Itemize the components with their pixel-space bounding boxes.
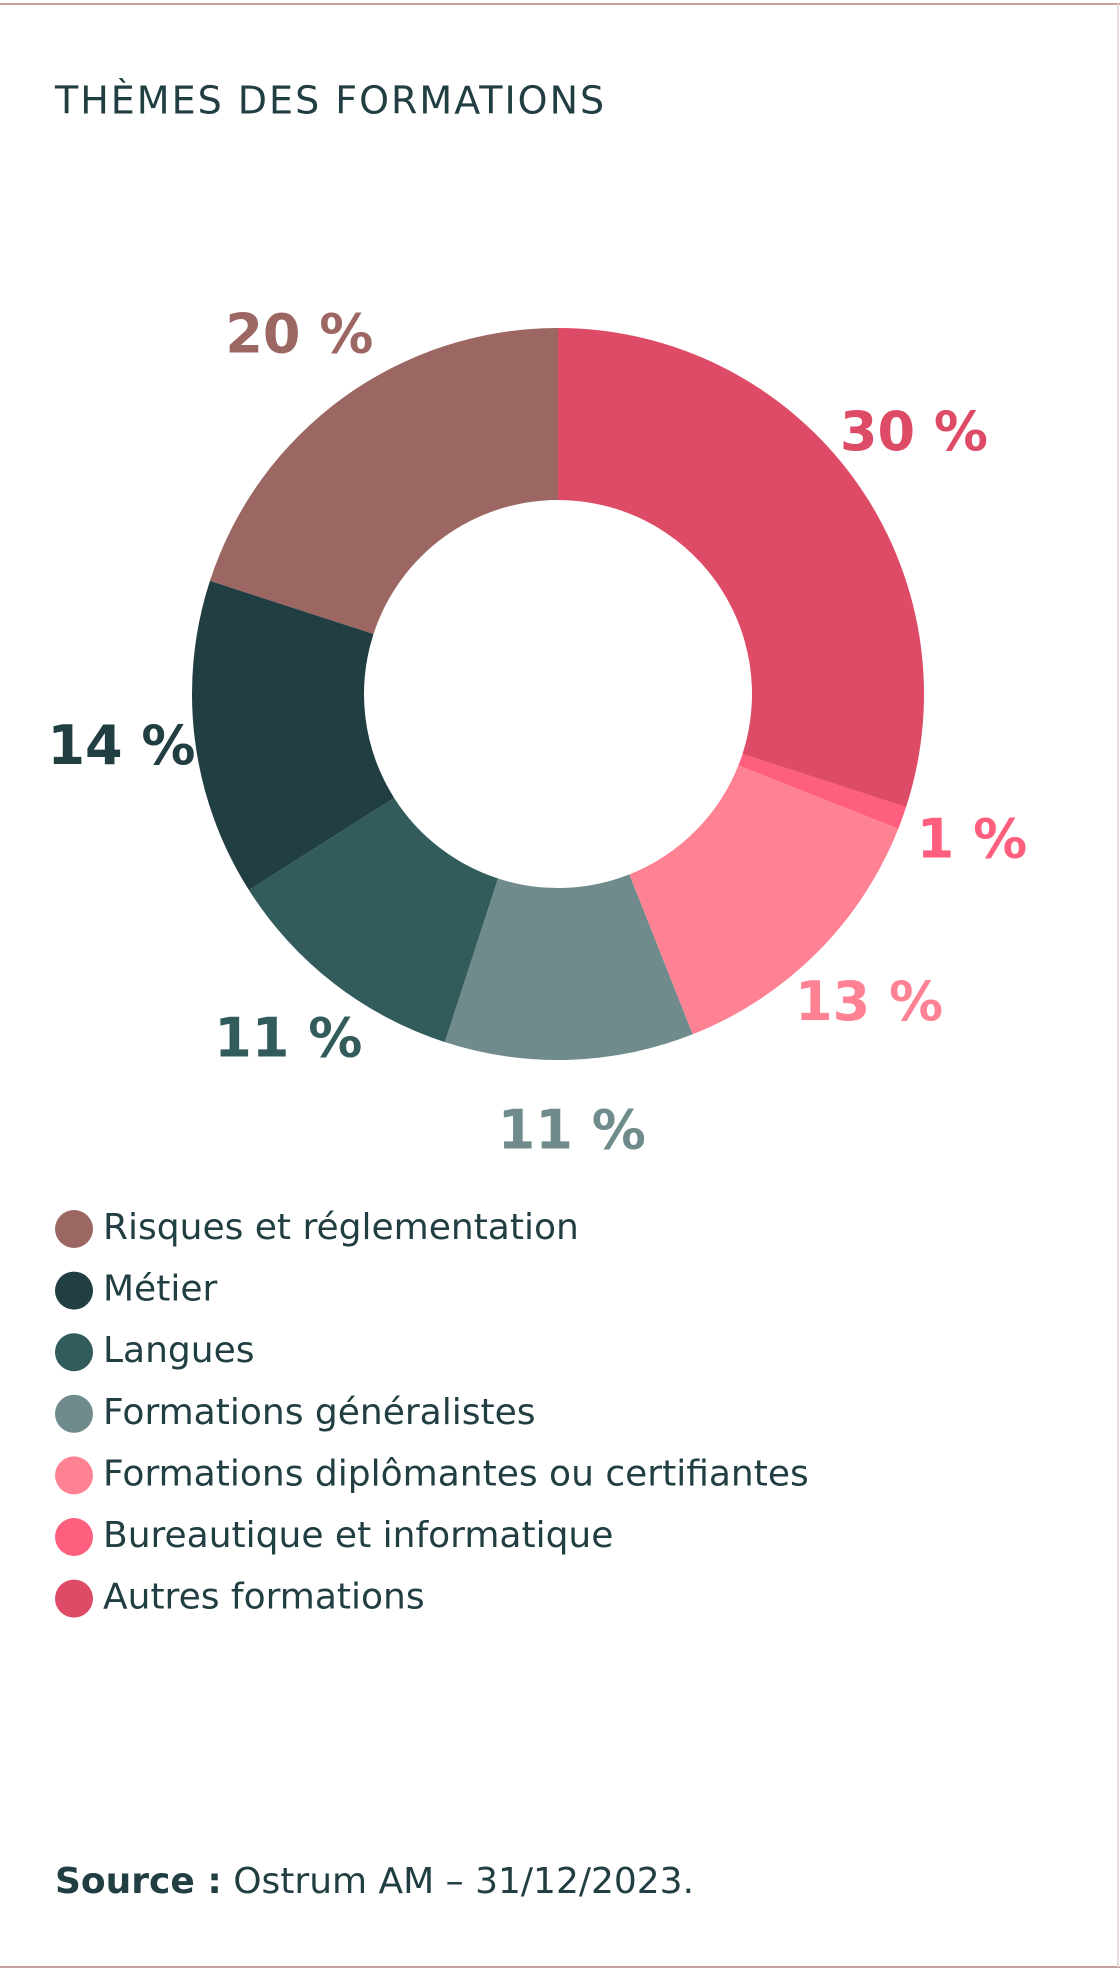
donut-slice bbox=[209, 328, 558, 635]
value-label: 11 % bbox=[214, 1006, 362, 1069]
value-label: 14 % bbox=[47, 714, 195, 777]
donut-slice bbox=[738, 753, 907, 829]
chart-title: THÈMES DES FORMATIONS bbox=[54, 79, 606, 123]
legend-label: Formations diplômantes ou certifiantes bbox=[103, 1453, 809, 1494]
legend-label: Métier bbox=[103, 1269, 217, 1310]
legend-dot bbox=[55, 1333, 93, 1372]
legend-label: Risques et réglementation bbox=[103, 1207, 579, 1248]
donut-slice bbox=[558, 328, 924, 808]
legend-label: Autres formations bbox=[103, 1577, 425, 1618]
value-label: 1 % bbox=[917, 808, 1027, 871]
legend-label: Langues bbox=[103, 1330, 255, 1371]
donut-slice bbox=[248, 797, 499, 1043]
source-text: Ostrum AM – 31/12/2023. bbox=[233, 1861, 694, 1902]
donut-slice bbox=[192, 580, 395, 891]
source: Source : Ostrum AM – 31/12/2023. bbox=[55, 1861, 694, 1902]
donut-slice bbox=[629, 765, 899, 1035]
legend-dot bbox=[55, 1271, 93, 1310]
legend-dot bbox=[55, 1518, 93, 1556]
value-label: 13 % bbox=[795, 970, 943, 1033]
donut-slice bbox=[444, 874, 693, 1060]
value-label: 20 % bbox=[225, 303, 373, 366]
legend-label: Formations généralistes bbox=[103, 1392, 536, 1433]
legend-dot bbox=[55, 1456, 93, 1495]
legend-dot bbox=[55, 1579, 93, 1618]
legend-dot bbox=[55, 1210, 93, 1248]
legend-dot bbox=[55, 1394, 93, 1433]
value-label: 11 % bbox=[498, 1098, 646, 1161]
source-label: Source : bbox=[55, 1861, 222, 1902]
legend-label: Bureautique et informatique bbox=[103, 1515, 613, 1556]
value-label: 30 % bbox=[840, 400, 988, 463]
